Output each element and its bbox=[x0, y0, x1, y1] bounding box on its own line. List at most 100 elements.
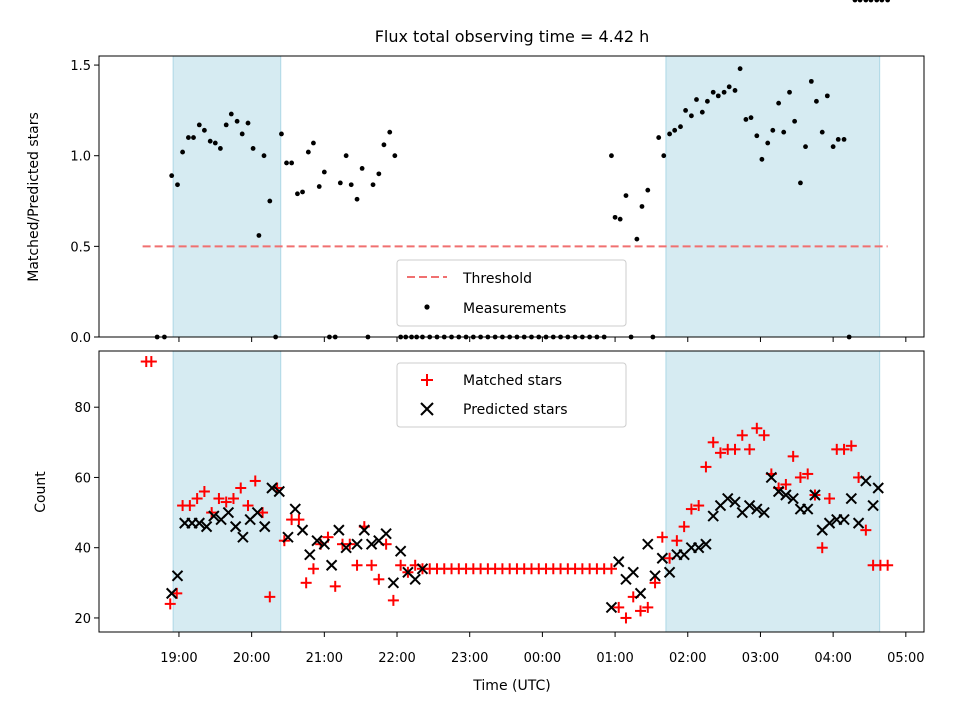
matched-star-point bbox=[671, 535, 683, 547]
predicted-star-point bbox=[222, 506, 235, 519]
matched-star-point bbox=[300, 577, 312, 589]
legend-predicted-swatch bbox=[420, 402, 434, 416]
measurement-point bbox=[321, 169, 327, 175]
measurement-point bbox=[661, 153, 667, 159]
x-stroke bbox=[787, 492, 799, 505]
x-stroke bbox=[780, 489, 792, 501]
measurement-point bbox=[787, 89, 792, 95]
matched-star-point bbox=[751, 422, 763, 434]
matched-star-point bbox=[213, 493, 225, 505]
x-stroke bbox=[351, 538, 363, 550]
predicted-star-point bbox=[809, 489, 821, 501]
predicted-star-point bbox=[380, 527, 392, 540]
x-stroke bbox=[634, 587, 647, 600]
predicted-star-point bbox=[416, 563, 429, 575]
measurement-point bbox=[316, 184, 322, 189]
matched-star-point bbox=[613, 601, 625, 613]
matched-star-point bbox=[656, 531, 668, 543]
shaded-region-0 bbox=[172, 55, 282, 338]
measurement-point bbox=[798, 180, 803, 186]
x-stroke bbox=[318, 538, 331, 550]
predicted-star-point bbox=[165, 587, 178, 600]
measurement-point bbox=[803, 144, 808, 150]
measurement-point bbox=[885, 0, 891, 3]
matched-star-point bbox=[227, 493, 239, 505]
measurement-point bbox=[743, 117, 749, 122]
matched-star-point bbox=[220, 496, 232, 508]
bottom-y-tick-label: 60 bbox=[74, 471, 91, 486]
bottom-y-tick-label: 40 bbox=[74, 542, 91, 557]
measurement-point bbox=[612, 214, 618, 220]
predicted-star-point bbox=[649, 570, 661, 582]
predicted-star-point bbox=[845, 492, 858, 505]
matched-star-point bbox=[242, 500, 254, 512]
x-stroke bbox=[751, 503, 763, 515]
measurement-point bbox=[824, 93, 830, 99]
matched-star-point bbox=[824, 493, 836, 505]
predicted-star-point bbox=[642, 538, 654, 550]
x-tick-label: 20:00 bbox=[233, 651, 270, 666]
matched-star-point bbox=[307, 563, 319, 575]
x-stroke bbox=[627, 566, 639, 578]
legend-predicted-label: Predicted stars bbox=[463, 402, 568, 418]
x-stroke bbox=[165, 587, 178, 600]
measurement-point bbox=[267, 198, 273, 204]
measurement-point bbox=[223, 122, 229, 128]
measurement-point bbox=[694, 97, 699, 102]
x-stroke bbox=[200, 520, 213, 533]
predicted-star-point bbox=[251, 506, 264, 519]
matched-star-point bbox=[293, 514, 305, 526]
measurement-point bbox=[678, 124, 683, 130]
x-stroke bbox=[296, 524, 309, 536]
predicted-star-point bbox=[605, 601, 618, 614]
measurement-point bbox=[623, 193, 629, 198]
measurement-point bbox=[770, 127, 776, 133]
measurement-point bbox=[852, 0, 858, 3]
matched-star-point bbox=[729, 443, 741, 455]
matched-star-point bbox=[249, 475, 261, 487]
measurement-point bbox=[256, 233, 262, 238]
measurement-point bbox=[261, 153, 267, 159]
measurement-point bbox=[180, 149, 185, 155]
predicted-star-point bbox=[340, 541, 352, 554]
matched-star-point bbox=[642, 601, 654, 613]
predicted-star-point bbox=[867, 499, 879, 512]
x-stroke bbox=[845, 492, 858, 505]
matched-star-point bbox=[387, 594, 399, 606]
matched-star-point bbox=[693, 500, 705, 512]
measurement-point bbox=[387, 129, 393, 135]
x-stroke bbox=[700, 538, 712, 550]
matched-star-point bbox=[184, 500, 196, 512]
count-points bbox=[140, 356, 894, 624]
matched-star-point bbox=[395, 559, 407, 571]
matched-star-point bbox=[171, 587, 183, 599]
measurement-point bbox=[609, 153, 614, 159]
x-stroke bbox=[838, 513, 850, 526]
top-y-axis-label: Matched/Predicted stars bbox=[26, 112, 42, 282]
bottom-y-ticks: 20 40 60 80 bbox=[74, 401, 99, 627]
measurement-point bbox=[808, 78, 814, 84]
measurement-point bbox=[289, 160, 295, 166]
bottom-shaded-regions bbox=[172, 350, 881, 633]
x-stroke bbox=[402, 566, 414, 578]
predicted-star-point bbox=[266, 482, 278, 494]
measurement-point bbox=[689, 113, 694, 119]
predicted-star-point bbox=[780, 489, 792, 501]
predicted-star-point bbox=[707, 510, 719, 522]
measurement-point bbox=[726, 84, 732, 90]
measurement-point bbox=[814, 98, 819, 104]
measurement-point bbox=[337, 180, 343, 186]
x-stroke bbox=[394, 545, 407, 557]
measurement-point bbox=[169, 173, 175, 179]
x-stroke bbox=[273, 485, 285, 498]
matched-star-point bbox=[882, 559, 894, 571]
measurement-point bbox=[376, 171, 382, 177]
predicted-star-point bbox=[325, 559, 338, 571]
measurement-point bbox=[759, 156, 765, 162]
measurement-point bbox=[776, 100, 782, 106]
x-stroke bbox=[692, 541, 705, 554]
predicted-star-point bbox=[700, 538, 712, 550]
measurement-point bbox=[228, 111, 234, 117]
x-stroke bbox=[809, 489, 821, 501]
top-y-tick-label: 1.0 bbox=[70, 150, 91, 165]
